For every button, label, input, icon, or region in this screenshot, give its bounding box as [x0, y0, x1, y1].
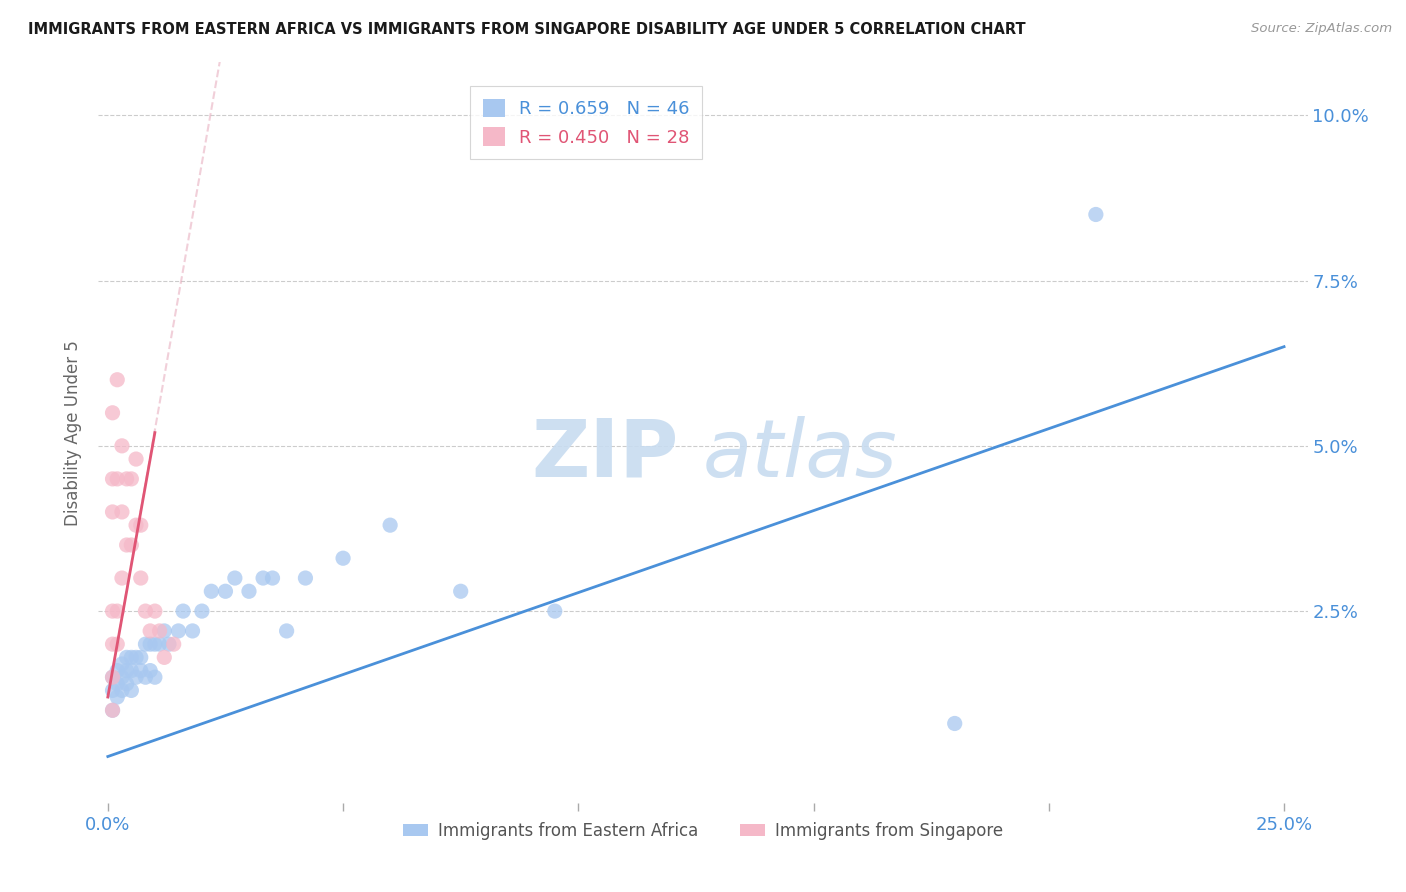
Point	[101, 637, 124, 651]
Point	[111, 683, 134, 698]
Point	[101, 703, 124, 717]
Point	[238, 584, 260, 599]
Point	[143, 604, 166, 618]
Point	[129, 664, 152, 678]
Point	[101, 670, 124, 684]
Point	[101, 505, 124, 519]
Point	[167, 624, 190, 638]
Point	[276, 624, 298, 638]
Point	[105, 664, 128, 678]
Point	[134, 637, 156, 651]
Point	[115, 664, 138, 678]
Point	[105, 373, 128, 387]
Point	[134, 604, 156, 618]
Point	[105, 677, 128, 691]
Point	[125, 670, 148, 684]
Legend: Immigrants from Eastern Africa, Immigrants from Singapore: Immigrants from Eastern Africa, Immigran…	[396, 815, 1010, 847]
Point	[294, 571, 316, 585]
Point	[149, 624, 172, 638]
Point	[101, 670, 124, 684]
Point	[191, 604, 214, 618]
Point	[134, 670, 156, 684]
Point	[544, 604, 567, 618]
Point	[125, 452, 148, 467]
Point	[115, 538, 138, 552]
Point	[139, 664, 162, 678]
Point	[149, 637, 172, 651]
Point	[120, 683, 142, 698]
Point	[200, 584, 222, 599]
Point	[943, 716, 966, 731]
Point	[252, 571, 274, 585]
Point	[332, 551, 354, 566]
Point	[153, 624, 176, 638]
Point	[105, 604, 128, 618]
Point	[129, 518, 152, 533]
Point	[101, 604, 124, 618]
Point	[101, 472, 124, 486]
Point	[111, 670, 134, 684]
Point	[111, 571, 134, 585]
Point	[101, 703, 124, 717]
Point	[214, 584, 236, 599]
Point	[101, 406, 124, 420]
Point	[378, 518, 401, 533]
Point	[143, 670, 166, 684]
Y-axis label: Disability Age Under 5: Disability Age Under 5	[65, 340, 83, 525]
Point	[139, 637, 162, 651]
Point	[1084, 207, 1107, 221]
Point	[181, 624, 204, 638]
Point	[125, 518, 148, 533]
Point	[224, 571, 246, 585]
Point	[105, 472, 128, 486]
Text: Source: ZipAtlas.com: Source: ZipAtlas.com	[1251, 22, 1392, 36]
Point	[153, 650, 176, 665]
Point	[139, 624, 162, 638]
Point	[120, 650, 142, 665]
Point	[111, 439, 134, 453]
Point	[125, 650, 148, 665]
Point	[111, 505, 134, 519]
Point	[115, 677, 138, 691]
Point	[120, 538, 142, 552]
Point	[129, 571, 152, 585]
Point	[143, 637, 166, 651]
Point	[129, 650, 152, 665]
Point	[450, 584, 472, 599]
Point	[163, 637, 186, 651]
Text: ZIP: ZIP	[531, 416, 679, 494]
Point	[105, 690, 128, 704]
Point	[157, 637, 180, 651]
Point	[115, 650, 138, 665]
Point	[172, 604, 194, 618]
Point	[120, 664, 142, 678]
Text: atlas: atlas	[703, 416, 898, 494]
Point	[120, 472, 142, 486]
Point	[101, 683, 124, 698]
Point	[115, 472, 138, 486]
Point	[111, 657, 134, 671]
Point	[105, 637, 128, 651]
Text: IMMIGRANTS FROM EASTERN AFRICA VS IMMIGRANTS FROM SINGAPORE DISABILITY AGE UNDER: IMMIGRANTS FROM EASTERN AFRICA VS IMMIGR…	[28, 22, 1026, 37]
Point	[262, 571, 284, 585]
